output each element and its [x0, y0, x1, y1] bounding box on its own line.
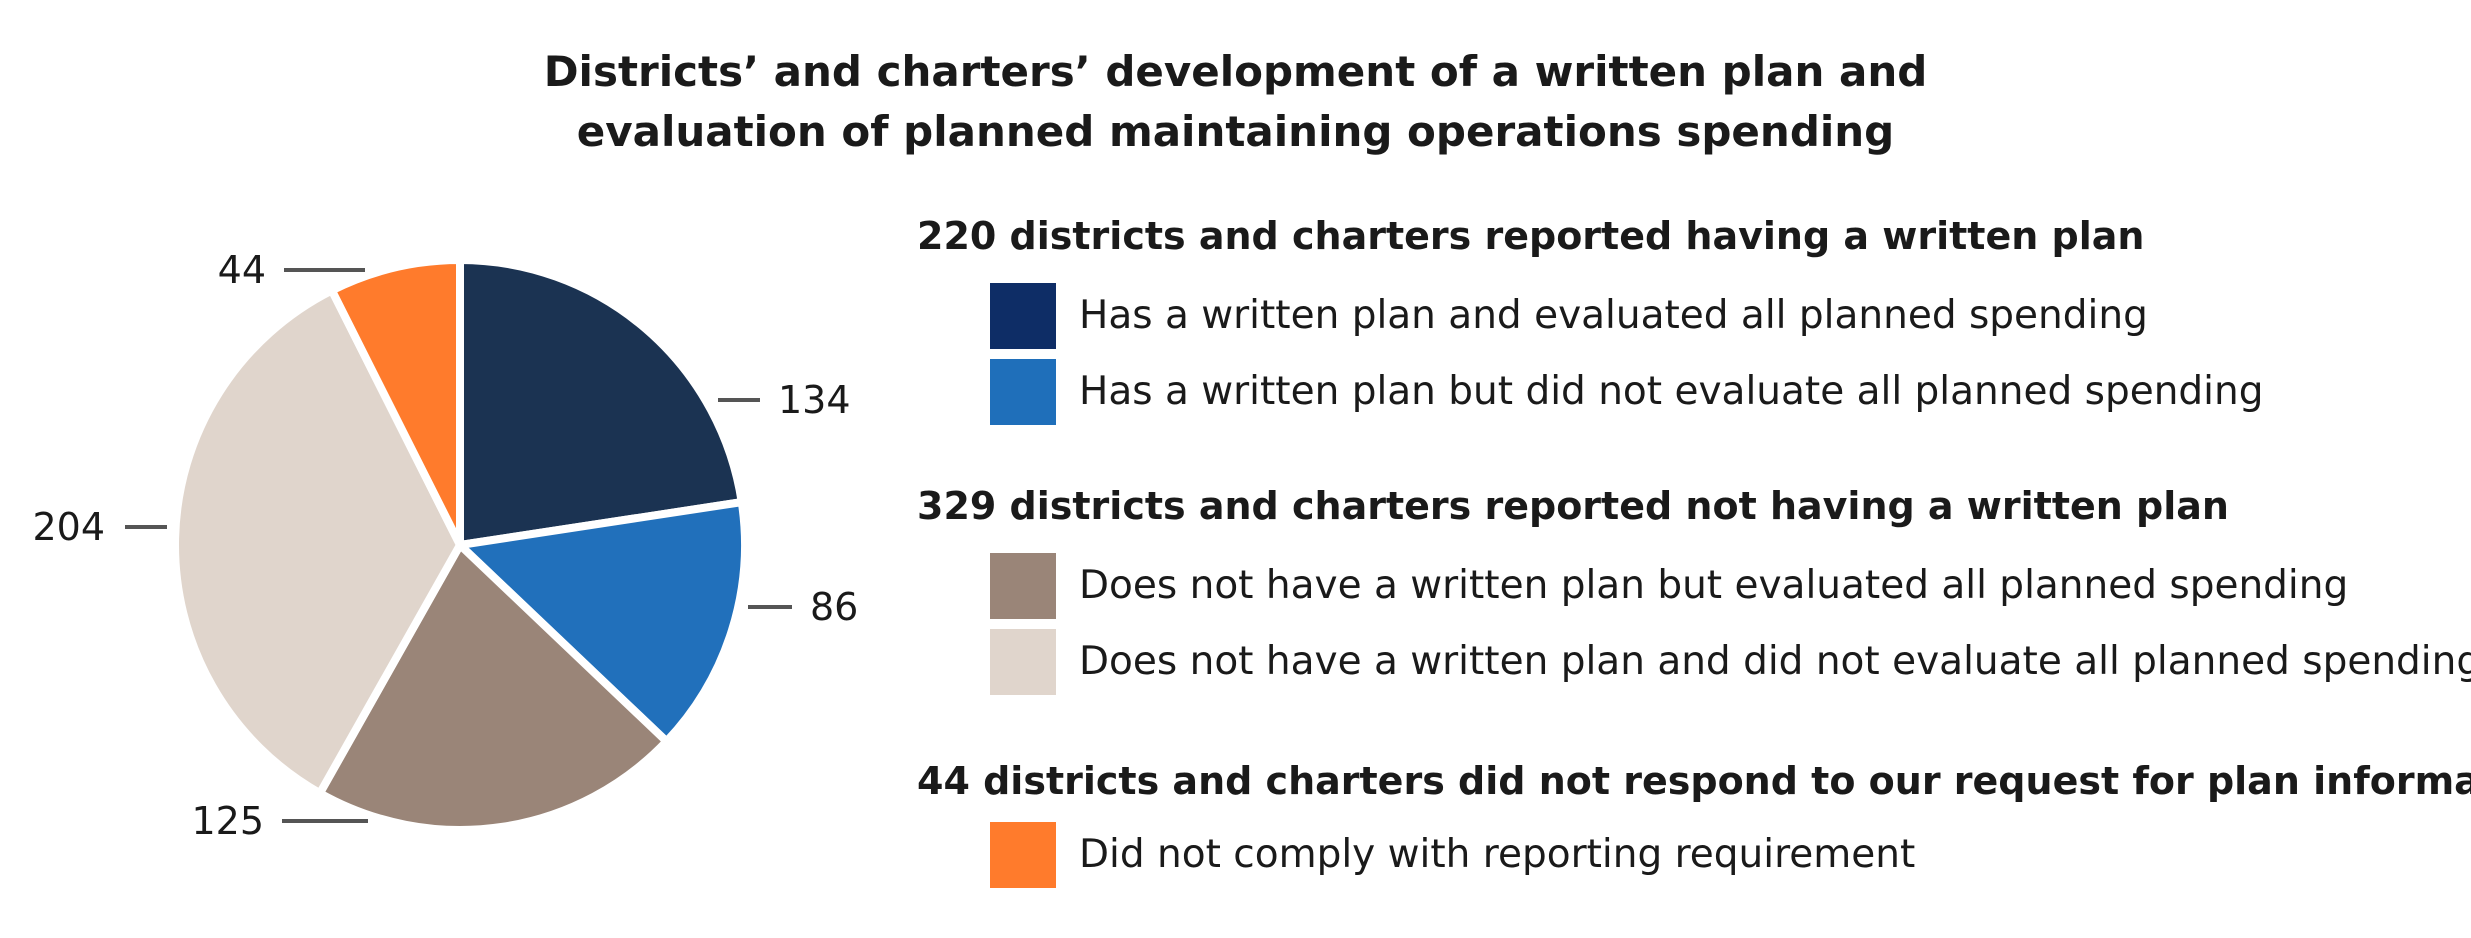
legend-label: Does not have a written plan but evaluat… [1079, 563, 2349, 608]
pie-slices [171, 256, 749, 834]
legend-swatch [990, 283, 1056, 349]
chart-title-line-1: Districts’ and charters’ development of … [543, 47, 1928, 96]
pie-value-label: 134 [778, 378, 851, 422]
legend-group-heading-no-response: 44 districts and charters did not respon… [917, 759, 2471, 803]
pie-leader-lines [125, 268, 792, 823]
pie-value-labels: 134 86 125 204 44 [32, 248, 858, 843]
legend-label: Did not comply with reporting requiremen… [1079, 832, 1916, 877]
legend-group-heading-no-written-plan: 329 districts and charters reported not … [917, 484, 2229, 528]
pie-value-label: 86 [810, 585, 858, 629]
legend-swatch [990, 553, 1056, 619]
legend-swatch [990, 822, 1056, 888]
legend-label: Has a written plan but did not evaluate … [1079, 369, 2264, 414]
pie-slice [456, 256, 746, 549]
pie-value-label: 44 [218, 248, 266, 292]
pie-slice [456, 498, 749, 746]
legend-group-heading-written-plan: 220 districts and charters reported havi… [917, 214, 2145, 258]
legend-label: Has a written plan and evaluated all pla… [1079, 293, 2148, 338]
pie-slice [327, 256, 464, 549]
chart-title-line-2: evaluation of planned maintaining operat… [576, 107, 1895, 156]
legend-label: Does not have a written plan and did not… [1079, 639, 2471, 684]
pie-slice [171, 286, 464, 798]
pie-value-label: 125 [191, 799, 264, 843]
chart-title: Districts’ and charters’ development of … [0, 42, 2471, 162]
legend-swatch [990, 629, 1056, 695]
legend-swatch [990, 359, 1056, 425]
pie-slice [315, 541, 671, 834]
pie-chart: 134 86 125 204 44 [32, 248, 858, 843]
pie-value-label: 204 [32, 505, 105, 549]
